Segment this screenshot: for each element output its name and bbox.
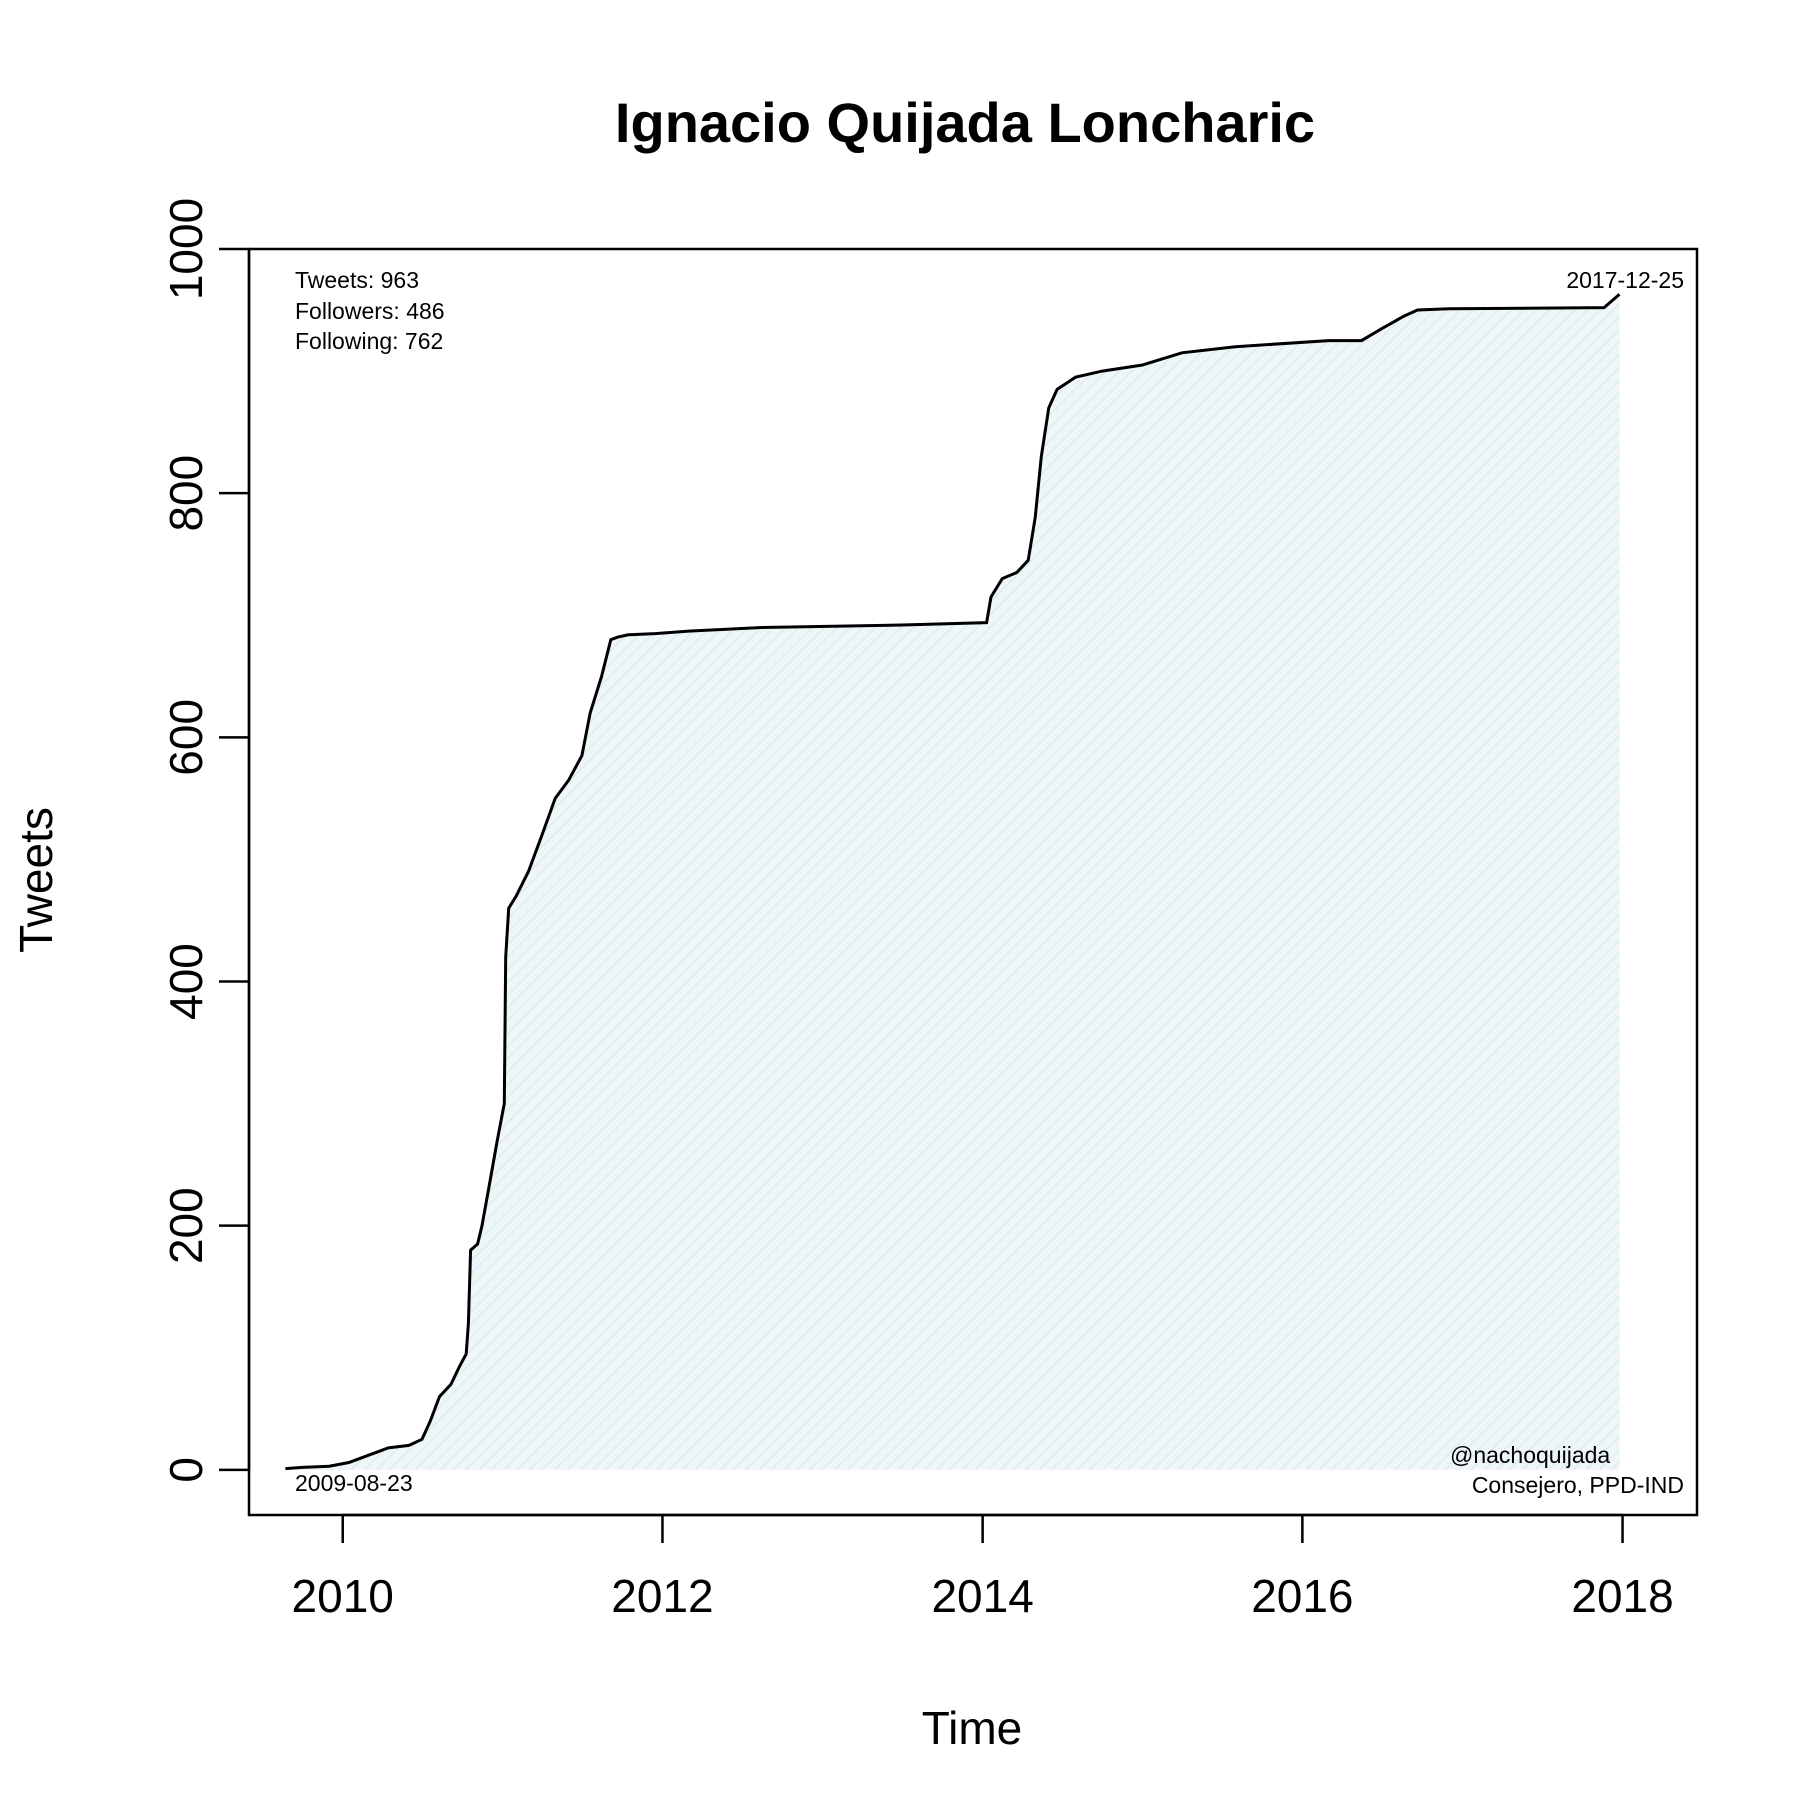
stat-following: Following: 762: [295, 328, 443, 354]
y-tick-label: 400: [160, 943, 212, 1020]
y-tick-label: 1000: [160, 198, 212, 300]
stat-tweets: Tweets: 963: [295, 267, 419, 293]
x-axis: 2010 2012 2014 2016 2018: [292, 1513, 1674, 1622]
x-tick-label: 2012: [611, 1570, 713, 1622]
x-tick-label: 2016: [1251, 1570, 1353, 1622]
handle-label: @nachoquijada: [1450, 1442, 1610, 1468]
x-tick-label: 2018: [1571, 1570, 1673, 1622]
x-tick-label: 2014: [931, 1570, 1033, 1622]
chart-title: Ignacio Quijada Loncharic: [615, 91, 1315, 154]
series-line: [285, 293, 1621, 1471]
x-axis-label: Time: [922, 1702, 1023, 1754]
y-axis-label: Tweets: [10, 807, 62, 953]
y-tick-label: 200: [160, 1187, 212, 1264]
area-fill: [285, 294, 1620, 1470]
y-tick-label: 800: [160, 455, 212, 532]
stat-followers: Followers: 486: [295, 298, 445, 324]
role-label: Consejero, PPD-IND: [1472, 1472, 1684, 1498]
y-tick-label: 600: [160, 699, 212, 776]
x-tick-label: 2010: [292, 1570, 394, 1622]
end-date-label: 2017-12-25: [1566, 267, 1684, 293]
start-date-label: 2009-08-23: [295, 1470, 413, 1496]
y-tick-label: 0: [160, 1457, 212, 1483]
y-axis: 0 200 400 600 800 1000: [160, 198, 251, 1483]
